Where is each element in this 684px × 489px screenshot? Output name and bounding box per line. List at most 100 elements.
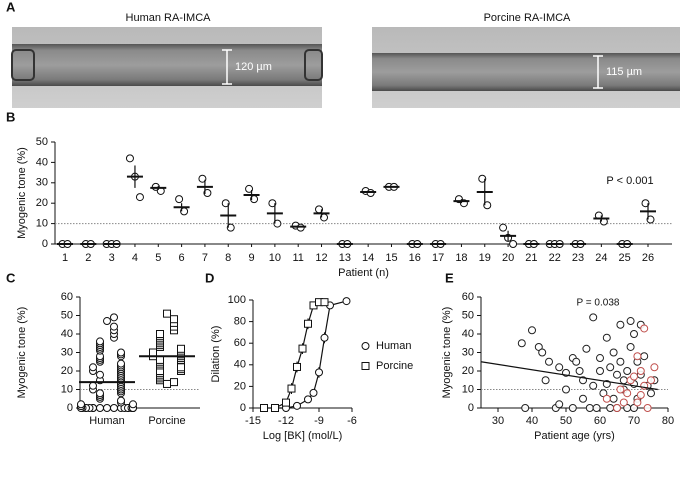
y-tick-label: 40	[36, 156, 48, 168]
y-tick-label: 40	[462, 328, 474, 340]
x-tick-label: 1	[62, 252, 68, 264]
data-point	[630, 330, 638, 338]
x-tick-label: 17	[432, 252, 444, 264]
data-point	[646, 215, 655, 224]
data-point	[589, 313, 598, 322]
x-tick-label: 12	[315, 252, 327, 264]
data-point	[555, 363, 564, 372]
data-point	[619, 376, 628, 385]
y-tick-label: 10	[36, 218, 48, 230]
data-point	[555, 400, 564, 409]
y-tick-label: 100	[228, 294, 246, 306]
data-point	[545, 357, 553, 366]
data-point	[509, 240, 518, 248]
data-point	[633, 398, 642, 407]
data-point	[320, 298, 329, 307]
data-point	[117, 396, 125, 405]
x-tick-label: 13	[339, 252, 351, 264]
data-point	[163, 309, 171, 318]
data-point	[647, 389, 655, 398]
data-point	[582, 344, 591, 353]
x-tick-label: 7	[202, 252, 208, 264]
data-point	[304, 319, 312, 328]
data-point	[619, 398, 628, 407]
data-point	[616, 357, 625, 366]
data-point	[613, 370, 621, 379]
data-point	[103, 317, 111, 326]
x-tick-label: -15	[245, 415, 261, 427]
data-point	[521, 404, 530, 412]
x-tick-label: 70	[628, 415, 640, 427]
data-point	[110, 313, 118, 322]
data-point	[135, 193, 144, 202]
y-axis-label: Myogenic tone (%)	[16, 307, 28, 399]
data-point	[170, 315, 178, 324]
data-point	[630, 372, 638, 381]
x-tick-label: 4	[132, 252, 138, 264]
legend-label: Human	[376, 340, 411, 352]
data-point	[342, 297, 351, 306]
legend-marker	[361, 342, 370, 350]
y-tick-label: 30	[61, 346, 73, 358]
y-axis-label: Dilation (%)	[210, 326, 222, 383]
y-tick-label: 50	[61, 309, 73, 321]
data-point	[268, 199, 277, 208]
x-tick-label: 10	[269, 252, 281, 264]
data-point	[609, 348, 618, 357]
annotation: P < 0.001	[606, 175, 653, 187]
data-point	[156, 355, 164, 364]
data-point	[623, 367, 632, 375]
data-point	[613, 404, 621, 412]
data-point	[77, 400, 85, 409]
data-point	[585, 404, 594, 412]
scale-label: 115 µm	[606, 66, 642, 78]
data-point	[596, 367, 604, 375]
data-point	[304, 395, 312, 404]
data-point	[650, 363, 659, 372]
x-tick-label: 14	[362, 252, 374, 264]
data-point	[623, 389, 632, 398]
data-point	[177, 344, 185, 353]
scale-label: 120 µm	[235, 61, 272, 73]
data-point	[640, 352, 649, 361]
data-point	[198, 174, 207, 183]
panel-label: B	[6, 109, 15, 124]
x-tick-label: -9	[314, 415, 324, 427]
data-point	[320, 333, 329, 342]
data-point	[287, 384, 296, 393]
data-point	[89, 381, 97, 390]
data-point	[616, 385, 625, 394]
data-point	[117, 348, 125, 357]
data-point	[592, 404, 601, 412]
data-point	[606, 363, 615, 372]
data-point	[483, 201, 492, 210]
y-tick-label: 20	[61, 365, 73, 377]
data-point	[499, 223, 508, 232]
x-tick-label: 30	[492, 415, 504, 427]
data-point	[293, 362, 301, 371]
y-tick-label: 60	[61, 291, 73, 303]
y-tick-label: 20	[36, 197, 48, 209]
data-point	[478, 174, 487, 183]
data-point	[647, 376, 655, 385]
y-tick-label: 0	[67, 402, 73, 414]
y-tick-label: 10	[462, 383, 474, 395]
x-tick-label: 60	[594, 415, 606, 427]
data-point	[96, 370, 104, 379]
x-tick-label: 11	[292, 252, 303, 264]
x-tick-label: 8	[225, 252, 231, 264]
panel-label: C	[6, 270, 16, 285]
y-tick-label: 80	[234, 316, 246, 328]
x-tick-label: -12	[278, 415, 294, 427]
x-tick-label: 5	[155, 252, 161, 264]
legend-marker	[361, 362, 370, 370]
data-point	[616, 320, 625, 329]
data-point	[626, 342, 635, 351]
data-point	[606, 404, 615, 412]
y-tick-label: 30	[462, 346, 474, 358]
y-axis-label: Myogenic tone (%)	[441, 307, 453, 399]
y-tick-label: 60	[234, 337, 246, 349]
data-point	[562, 385, 570, 394]
data-point	[636, 367, 645, 375]
